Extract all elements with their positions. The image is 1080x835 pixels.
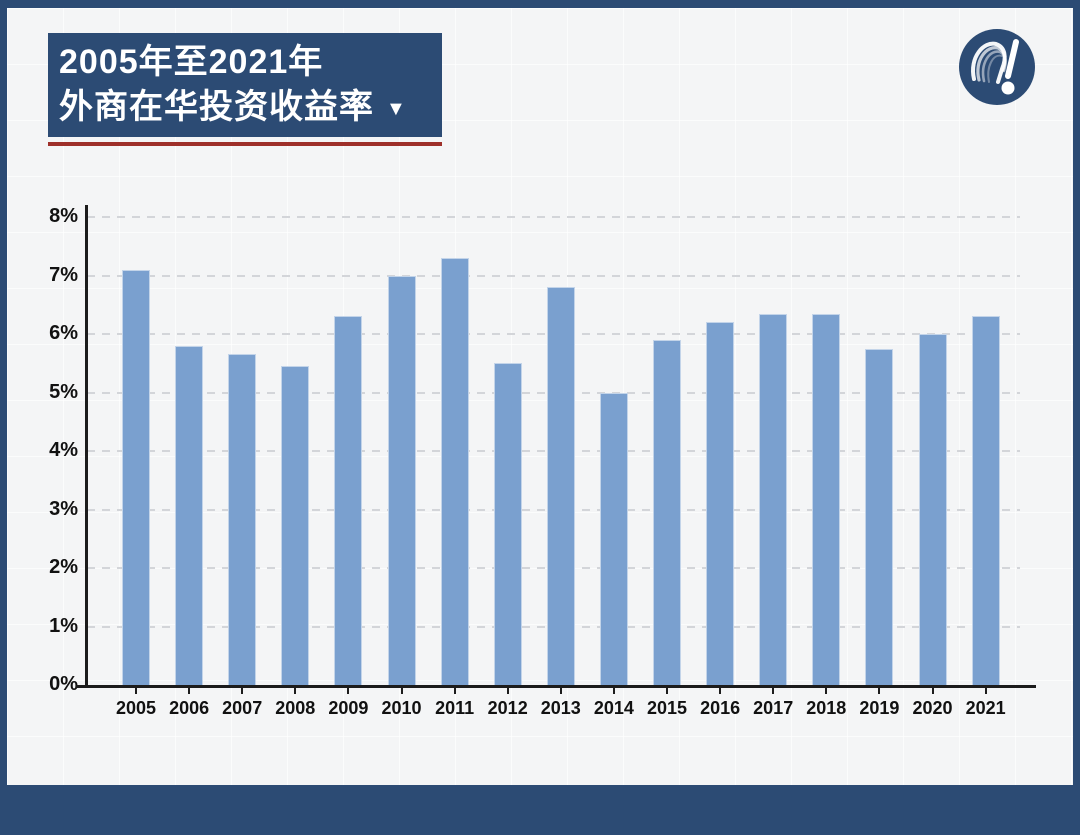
x-axis-tick	[135, 688, 137, 694]
bar-2015	[653, 339, 681, 685]
bar-2007	[228, 354, 257, 685]
x-axis-tick	[506, 688, 509, 694]
x-axis-label: 2010	[381, 698, 422, 718]
x-axis-label: 2018	[806, 698, 847, 718]
x-axis-label: 2013	[540, 698, 581, 718]
gridline-8pct	[87, 216, 1020, 218]
x-axis-label: 2019	[859, 698, 900, 718]
gridline-7pct	[87, 274, 1020, 277]
bar-2016	[706, 322, 735, 685]
y-axis-label: 4%	[49, 439, 78, 461]
x-axis-tick	[347, 688, 350, 694]
y-axis-label: 8%	[49, 205, 78, 227]
x-axis-tick	[984, 688, 987, 694]
x-axis-tick	[453, 688, 456, 694]
x-axis-tick	[612, 688, 615, 694]
x-axis-tick	[241, 688, 244, 694]
brand-logo-svg	[959, 29, 1035, 105]
bar-2018	[812, 313, 841, 685]
bar-2006	[175, 345, 204, 685]
x-axis-tick	[878, 688, 881, 694]
y-axis-label: 2%	[49, 556, 78, 578]
y-axis-label: 1%	[49, 614, 78, 637]
bar-2005	[122, 269, 150, 685]
x-axis-label: 2011	[435, 698, 475, 718]
x-axis-tick	[825, 688, 828, 694]
y-axis-label: 0%	[49, 673, 78, 695]
dropdown-triangle-icon: ▼	[386, 98, 406, 120]
title-line1: 2005年至2021年	[59, 43, 324, 81]
bar-2014	[599, 392, 628, 685]
title-underline	[48, 142, 442, 146]
x-axis-label: 2006	[169, 698, 210, 718]
y-axis-line	[85, 205, 88, 688]
y-axis-label: 3%	[49, 497, 78, 520]
y-axis-label: 5%	[49, 380, 78, 403]
bar-2020	[918, 334, 947, 685]
bar-2021	[971, 316, 1000, 685]
bar-2009	[334, 316, 363, 685]
wave-exclamation-brand-logo	[957, 27, 1037, 107]
x-axis-label: 2005	[115, 698, 157, 718]
y-axis-label: 7%	[49, 263, 78, 286]
x-axis-label: 2020	[912, 698, 953, 718]
x-axis-label: 2007	[222, 698, 263, 718]
x-axis-label: 2009	[328, 698, 369, 718]
title-line2-row: 外商在华投资收益率 ▼	[59, 85, 442, 132]
bar-2010	[387, 275, 416, 685]
bar-2019	[865, 348, 894, 685]
title-line2: 外商在华投资收益率	[59, 88, 374, 126]
x-axis-label: 2014	[593, 698, 634, 718]
x-axis-tick	[400, 688, 403, 694]
bar-2017	[759, 313, 788, 685]
x-axis-tick	[719, 688, 722, 694]
bar-2008	[281, 366, 310, 685]
bar-2011	[440, 257, 469, 685]
x-axis-tick	[772, 688, 775, 694]
content-area: 2005年至2021年 外商在华投资收益率 ▼ 0% 1% 2% 3% 4% 5% 6% 7% 8…	[7, 8, 1073, 785]
y-axis-label: 6%	[49, 322, 78, 344]
x-axis-tick	[294, 688, 297, 694]
x-axis-line	[85, 685, 1036, 688]
x-axis-label: 2017	[753, 698, 794, 718]
x-axis-tick	[666, 688, 668, 694]
x-axis-label: 2016	[700, 698, 741, 718]
bar-2013	[546, 287, 575, 685]
x-axis-label: 2015	[646, 698, 688, 718]
bar-2012	[493, 363, 522, 685]
x-axis-tick	[931, 688, 934, 694]
x-axis-label: 2008	[275, 698, 316, 718]
bar-chart: 0% 1% 2% 3% 4% 5% 6% 7% 8% 2005 2006 2007 2008 2009 20…	[7, 8, 1073, 785]
title-box: 2005年至2021年 外商在华投资收益率 ▼	[48, 33, 442, 137]
x-axis-label: 2021	[965, 698, 1006, 718]
x-axis-tick	[188, 688, 191, 694]
zero-tick	[76, 685, 85, 688]
x-axis-tick	[559, 688, 562, 694]
x-axis-label: 2012	[487, 698, 528, 718]
